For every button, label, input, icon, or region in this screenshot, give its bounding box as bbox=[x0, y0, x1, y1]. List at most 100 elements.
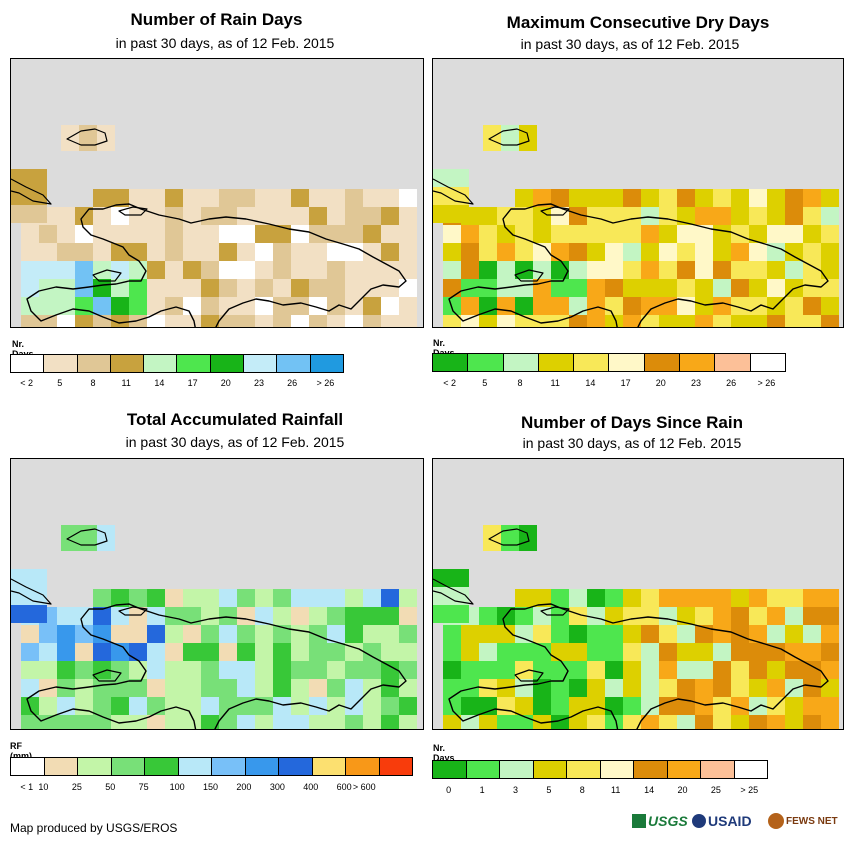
legend-label: 100 bbox=[169, 782, 185, 792]
coastline bbox=[11, 178, 52, 205]
panel-subtitle: in past 30 days, as of 12 Feb. 2015 bbox=[125, 434, 345, 450]
legend-swatch bbox=[277, 355, 311, 372]
legend-swatch bbox=[600, 761, 634, 778]
legend-swatch bbox=[312, 758, 346, 775]
legend-label: 20 bbox=[655, 378, 666, 388]
map-days-since-rain[interactable] bbox=[432, 458, 844, 730]
credit-footer: Map produced by USGS/EROS bbox=[10, 821, 178, 835]
legend-label: 0 bbox=[446, 785, 452, 795]
legend-swatch bbox=[734, 761, 767, 778]
usaid-logo-text: USAID bbox=[708, 813, 752, 829]
legend-swatch bbox=[433, 761, 467, 778]
legend-swatch bbox=[609, 354, 645, 371]
hispaniola-outline bbox=[448, 603, 829, 729]
legend-label: 14 bbox=[644, 785, 655, 795]
legend-swatch bbox=[178, 758, 212, 775]
coastline bbox=[66, 128, 108, 146]
legend-label: 17 bbox=[187, 378, 198, 388]
legend-swatch bbox=[750, 354, 785, 371]
legend-label: 20 bbox=[677, 785, 688, 795]
coastline bbox=[92, 669, 122, 682]
legend-swatch bbox=[346, 758, 380, 775]
usgs-logo: USGS bbox=[632, 808, 688, 834]
legend-label: 300 bbox=[269, 782, 285, 792]
legend-swatch bbox=[433, 354, 469, 371]
coastline bbox=[488, 128, 530, 146]
legend-swatch bbox=[145, 758, 179, 775]
map-max-dry-days-svg bbox=[433, 125, 839, 327]
map-days-since-rain-svg bbox=[433, 525, 839, 729]
coastline bbox=[514, 669, 544, 682]
usaid-seal-icon bbox=[692, 814, 706, 828]
fews-net-logo: FEWS NET bbox=[768, 808, 838, 834]
legend-swatch bbox=[245, 758, 279, 775]
legend-label: 11 bbox=[121, 378, 131, 388]
legend-bar bbox=[10, 354, 344, 373]
coastline bbox=[118, 206, 148, 216]
legend-swatch bbox=[44, 758, 78, 775]
grid-cells bbox=[433, 525, 839, 729]
legend-label: 23 bbox=[690, 378, 702, 388]
usaid-logo: USAID bbox=[692, 808, 752, 834]
hispaniola-outline bbox=[26, 603, 407, 729]
grid-cells bbox=[433, 125, 839, 327]
legend-label: 150 bbox=[202, 782, 219, 792]
legend-swatch bbox=[279, 758, 313, 775]
legend-swatch bbox=[177, 355, 211, 372]
legend-label: > 25 bbox=[740, 785, 759, 795]
coastline bbox=[92, 269, 122, 282]
coastline bbox=[540, 206, 570, 216]
legend-swatch bbox=[212, 758, 246, 775]
legend-swatch bbox=[11, 355, 45, 372]
usgs-wave-icon bbox=[632, 814, 646, 828]
legend-swatch bbox=[466, 761, 500, 778]
legend-swatch bbox=[111, 758, 145, 775]
legend-swatch bbox=[44, 355, 78, 372]
grid-cells bbox=[11, 525, 417, 729]
legend-bar bbox=[432, 353, 786, 372]
legend-label: 25 bbox=[710, 785, 721, 795]
legend-label: 600 bbox=[336, 782, 352, 792]
map-max-dry-days[interactable] bbox=[432, 58, 844, 328]
legend-label: 11 bbox=[550, 378, 560, 388]
legend-swatch bbox=[715, 354, 751, 371]
legend-label: > 26 bbox=[316, 378, 335, 388]
panel-title: Total Accumulated Rainfall bbox=[126, 410, 344, 429]
map-rain-days[interactable] bbox=[10, 58, 424, 328]
hispaniola-outline bbox=[26, 203, 407, 327]
legend-label: > 26 bbox=[757, 378, 776, 388]
fews-globe-icon bbox=[768, 813, 784, 829]
legend-label: 8 bbox=[579, 785, 585, 795]
legend-swatch bbox=[503, 354, 539, 371]
coastline bbox=[514, 269, 544, 282]
coastline bbox=[66, 528, 108, 546]
legend-label: 8 bbox=[517, 378, 523, 388]
fews-logo-text: FEWS NET bbox=[786, 815, 838, 827]
hispaniola-outline bbox=[448, 203, 829, 327]
legend-swatch bbox=[574, 354, 610, 371]
legend-label: 1 bbox=[479, 785, 485, 795]
panel-subtitle: in past 30 days, as of 12 Feb. 2015 bbox=[522, 435, 742, 451]
coastline bbox=[433, 578, 474, 605]
panel-title: Number of Days Since Rain bbox=[520, 413, 743, 432]
legend-label: 10 bbox=[38, 782, 49, 792]
legend-label: 25 bbox=[71, 782, 82, 792]
legend-label: 5 bbox=[546, 785, 552, 795]
map-total-rainfall[interactable] bbox=[10, 458, 424, 730]
legend-labels: 0 1 3 5 8 11 14 20 25 > 25 bbox=[432, 785, 766, 797]
legend-bar bbox=[432, 760, 768, 779]
legend-label: 200 bbox=[236, 782, 252, 792]
legend-swatch bbox=[667, 761, 701, 778]
legend-swatch bbox=[144, 355, 178, 372]
legend-label: 5 bbox=[57, 378, 63, 388]
map-rain-days-svg bbox=[11, 125, 417, 327]
legend-label: 5 bbox=[482, 378, 488, 388]
map-total-rainfall-svg bbox=[11, 525, 417, 729]
legend-label: 26 bbox=[726, 378, 737, 388]
coastline bbox=[118, 606, 148, 616]
legend-swatch bbox=[11, 758, 45, 775]
legend-swatch bbox=[78, 758, 112, 775]
legend-label: 20 bbox=[220, 378, 231, 388]
legend-label: < 2 bbox=[443, 378, 456, 388]
panel-title: Maximum Consecutive Dry Days bbox=[506, 13, 770, 32]
